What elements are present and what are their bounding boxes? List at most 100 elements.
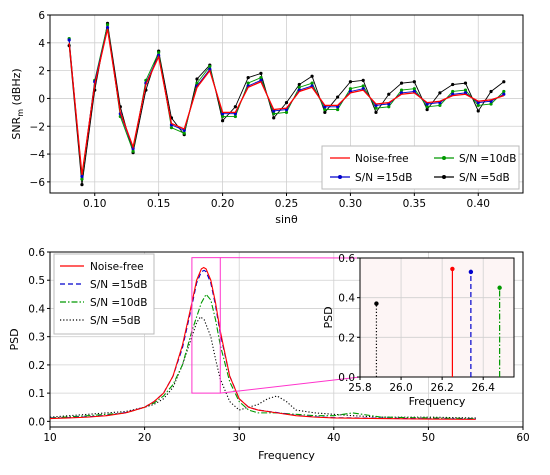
data-point [208, 64, 212, 69]
data-point [208, 67, 212, 71]
data-point [425, 105, 429, 109]
legend-marker [442, 175, 446, 179]
data-point [438, 103, 442, 107]
data-point [374, 110, 378, 114]
inset-y-axis-label: PSD [322, 306, 335, 328]
data-point [438, 91, 442, 95]
data-point [105, 25, 110, 30]
data-point [323, 107, 327, 112]
x-tick-label: 26.4 [472, 382, 496, 394]
data-point [336, 95, 340, 99]
y-tick-label: 4 [38, 38, 45, 50]
x-tick-label: 50 [422, 432, 435, 444]
data-point [361, 78, 365, 82]
data-point [233, 114, 237, 119]
data-point [233, 105, 237, 109]
data-point [451, 82, 455, 87]
data-point [284, 101, 289, 105]
x-tick-label: 26.0 [389, 382, 412, 394]
x-tick-label: 20 [138, 432, 151, 444]
data-point [425, 107, 429, 112]
data-point [374, 106, 378, 110]
x-tick-label: 0.35 [403, 198, 426, 210]
data-point [476, 101, 480, 105]
data-point [259, 75, 263, 80]
y-tick-label: 2 [38, 66, 45, 78]
legend-label: Noise-free [355, 153, 409, 165]
x-axis-label: Frequency [258, 449, 315, 462]
data-point [489, 102, 493, 106]
legend-box [321, 145, 520, 190]
data-point [425, 102, 429, 106]
x-tick-label: 10 [43, 432, 56, 444]
data-point [195, 77, 199, 81]
data-point [131, 149, 135, 153]
y-tick-label: −6 [30, 177, 46, 189]
data-point [310, 81, 314, 85]
y-tick-label: −4 [30, 149, 46, 161]
data-point [310, 84, 314, 88]
data-point [80, 174, 84, 178]
y-axis-label: SNRm (dBHz) [10, 68, 25, 139]
y-tick-label: 0.1 [28, 388, 45, 400]
legend-label: S/N =5dB [459, 172, 510, 184]
data-point [463, 91, 468, 95]
data-point [489, 89, 493, 94]
x-tick-label: 26.2 [430, 382, 453, 394]
legend-label: S/N =15dB [90, 279, 147, 291]
data-point [361, 87, 365, 91]
data-point [105, 23, 110, 27]
data-point [272, 112, 276, 116]
x-tick-label: 0.10 [83, 198, 106, 210]
x-tick-label: 0.30 [339, 198, 362, 210]
data-point [284, 110, 289, 114]
data-point [259, 71, 263, 76]
data-point [323, 110, 327, 114]
data-point [412, 87, 416, 91]
data-point [220, 114, 225, 119]
data-point [348, 87, 353, 91]
legend-top: Noise-free S/N =10dB S/N =15dB S/N =5dB [321, 145, 520, 190]
data-point [67, 38, 71, 42]
data-point [463, 88, 468, 92]
legend-box [53, 253, 155, 335]
data-point [336, 107, 340, 112]
data-point [80, 183, 84, 187]
data-point [246, 81, 250, 85]
x-tick-label: 0.25 [275, 198, 298, 210]
data-point [157, 50, 161, 55]
stem-marker [374, 301, 379, 306]
data-point [272, 109, 276, 113]
x-axis-label: sinθ [275, 213, 298, 226]
data-point [182, 128, 186, 133]
data-point [502, 80, 506, 84]
plot-frame [359, 257, 515, 378]
y-tick-label: 0.0 [338, 372, 355, 384]
y-tick-label: 0.4 [28, 303, 45, 315]
data-point [195, 81, 199, 85]
chart-2-axes: 25.8 26.0 26.2 26.4 0.0 0.2 0.4 0.6 [338, 253, 515, 394]
data-point [476, 103, 480, 107]
y-tick-label: 0.2 [338, 332, 355, 344]
legend-marker [442, 156, 446, 160]
legend-label: Noise-free [90, 261, 144, 273]
data-point [182, 131, 186, 135]
legend-bottom: Noise-free S/N =15dB S/N =10dB S/N =5dB [53, 253, 155, 335]
inset-background [360, 258, 514, 377]
psd-series-0 [49, 266, 476, 420]
data-point [412, 89, 416, 94]
data-point [297, 85, 301, 89]
inset-x-axis-label: Frequency [409, 395, 466, 408]
data-point [476, 109, 480, 113]
stem-marker [497, 285, 502, 290]
x-tick-label: 30 [233, 432, 246, 444]
zoom-region-box [191, 257, 221, 394]
data-point [412, 80, 416, 84]
y-tick-label: 0.6 [338, 253, 355, 265]
x-tick-label: 0.40 [467, 198, 490, 210]
plot-frame [49, 251, 524, 428]
legend-label: S/N =10dB [90, 297, 147, 309]
x-tick-label: 0.15 [147, 198, 170, 210]
legend-label: S/N =5dB [90, 315, 141, 327]
